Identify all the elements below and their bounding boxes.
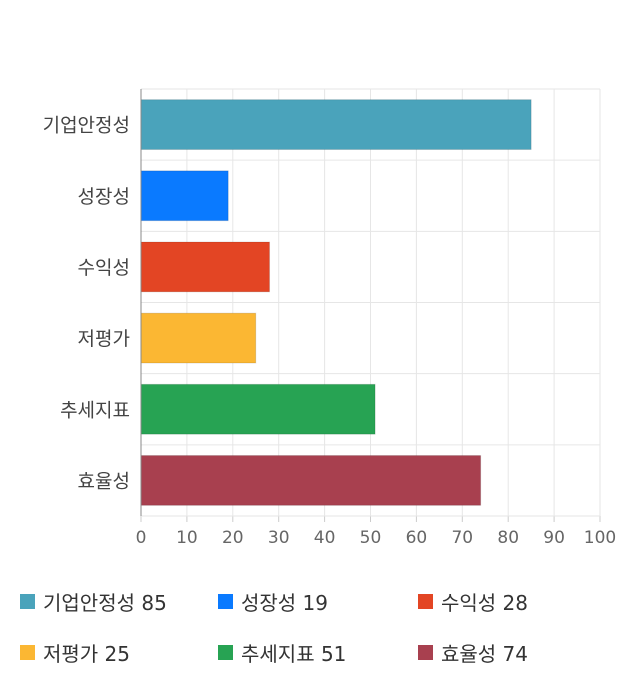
category-label-0: 기업안정성 [43,115,130,137]
x-tick-label-6: 60 [406,528,428,548]
x-tick-label-8: 80 [497,528,519,548]
x-tick-label-1: 10 [176,528,198,548]
legend-item-3: 저평가 25 [20,638,130,667]
category-label-3: 저평가 [78,328,130,350]
legend-item-4: 추세지표 51 [218,638,346,667]
legend-swatch-1 [218,594,233,609]
legend-label-2: 수익성 28 [441,591,529,615]
bar-1 [140,170,229,222]
category-label-2: 수익성 [78,257,130,279]
legend-label-0: 기업안정성 85 [43,591,167,615]
x-tick-label-0: 0 [136,528,147,548]
legend-swatch-2 [418,594,433,609]
bars [140,99,532,506]
category-label-4: 추세지표 [60,399,130,421]
category-label-1: 성장성 [78,186,130,208]
legend-swatch-0 [20,594,35,609]
bar-3 [140,312,257,364]
x-tick-label-5: 50 [360,528,382,548]
legend-swatch-3 [20,645,35,660]
x-tick-label-3: 30 [268,528,290,548]
bar-5 [140,455,482,506]
x-tick-label-4: 40 [314,528,336,548]
category-label-5: 효율성 [78,470,130,492]
legend-item-1: 성장성 19 [218,587,328,616]
bar-2 [140,241,271,293]
legend-label-3: 저평가 25 [43,642,131,666]
x-tick-labels: 0 10 20 30 40 50 60 70 80 90 100 [136,528,617,548]
x-tick-label-7: 70 [451,528,473,548]
legend-swatch-5 [418,645,433,660]
legend-item-2: 수익성 28 [418,587,528,616]
legend: 기업안정성 85 성장성 19 수익성 28 저평가 25 추세지표 51 효율… [20,580,620,690]
legend-item-0: 기업안정성 85 [20,587,167,616]
legend-item-5: 효율성 74 [418,638,528,667]
legend-swatch-4 [218,645,233,660]
x-tick-label-9: 90 [543,528,565,548]
legend-label-5: 효율성 74 [441,642,529,666]
bar-0 [140,99,532,150]
x-tick-label-2: 20 [222,528,244,548]
x-tick-label-10: 100 [584,528,616,548]
bar-4 [140,383,376,435]
legend-label-1: 성장성 19 [241,591,329,615]
legend-label-4: 추세지표 51 [241,642,347,666]
grid [140,88,601,522]
